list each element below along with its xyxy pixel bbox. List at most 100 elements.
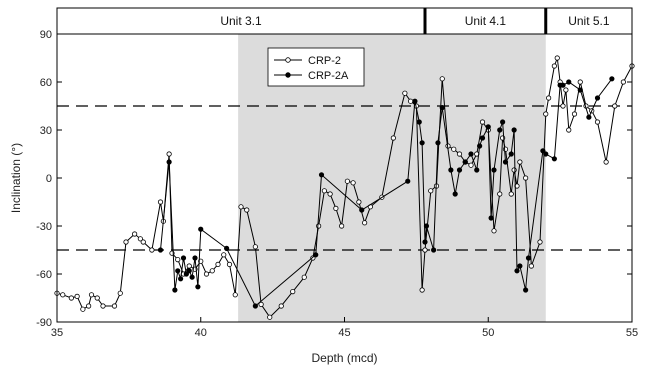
unit-label: Unit 5.1 <box>568 14 610 28</box>
data-point <box>186 263 192 269</box>
data-point <box>497 127 503 133</box>
data-point <box>517 263 523 269</box>
data-point <box>408 98 414 104</box>
data-point <box>74 293 80 299</box>
data-point <box>175 256 181 263</box>
data-point <box>566 127 572 133</box>
data-point <box>267 314 273 320</box>
y-tick-label: -60 <box>36 269 52 281</box>
data-point <box>419 140 425 146</box>
data-point <box>344 178 350 184</box>
unit-bar: Unit 3.1 Unit 4.1 Unit 5.1 <box>56 7 633 35</box>
data-point <box>215 261 221 267</box>
data-point <box>180 255 187 261</box>
data-point <box>594 119 601 125</box>
y-tick-label: 60 <box>40 77 52 89</box>
data-point <box>313 252 319 258</box>
data-point <box>359 207 365 213</box>
data-point <box>428 188 434 194</box>
data-point <box>186 268 192 274</box>
data-point <box>456 167 463 173</box>
x-tick-label: 45 <box>338 327 350 339</box>
legend-box <box>267 47 365 87</box>
series-layer <box>54 55 635 320</box>
data-point <box>356 199 362 205</box>
data-point <box>491 167 497 173</box>
data-point <box>586 114 592 120</box>
data-point <box>508 191 514 197</box>
y-axis-title: Inclination (°) <box>9 143 23 213</box>
data-point <box>172 287 178 293</box>
data-point <box>238 204 244 210</box>
x-tick-label: 40 <box>195 327 207 339</box>
x-axis-title: Depth (mcd) <box>311 351 377 365</box>
x-tick-label: 55 <box>626 327 638 339</box>
data-point <box>339 223 345 229</box>
data-point <box>94 295 100 301</box>
data-point <box>157 247 164 253</box>
data-point <box>88 292 95 298</box>
data-point <box>258 301 264 307</box>
data-point <box>422 247 428 253</box>
data-point <box>86 303 92 309</box>
data-point <box>419 287 425 293</box>
data-point <box>517 159 523 165</box>
data-point <box>192 255 198 261</box>
data-point <box>318 172 325 178</box>
data-point <box>528 263 534 269</box>
data-point <box>479 135 486 141</box>
data-point <box>488 215 494 221</box>
data-point <box>448 167 454 173</box>
data-point <box>546 95 552 101</box>
data-point <box>140 239 146 245</box>
x-tick-label: 50 <box>482 327 494 339</box>
data-point <box>566 79 572 85</box>
y-tick-label: -30 <box>36 221 52 233</box>
series-line-2 <box>160 78 613 307</box>
data-point <box>175 268 181 274</box>
data-point <box>226 261 233 267</box>
y-tick-label: 90 <box>40 29 52 41</box>
data-point <box>189 274 195 280</box>
data-point <box>560 103 566 109</box>
data-point <box>290 288 296 295</box>
data-point <box>439 76 445 82</box>
data-point <box>543 151 549 157</box>
data-point <box>423 223 430 229</box>
data-point <box>166 159 172 165</box>
data-point <box>390 135 396 141</box>
data-point <box>232 292 238 298</box>
data-point <box>500 119 506 125</box>
data-point <box>508 151 514 157</box>
data-point <box>278 303 284 309</box>
data-point <box>100 303 106 309</box>
data-point <box>178 276 184 282</box>
data-point <box>431 247 437 253</box>
data-point <box>511 127 517 133</box>
data-point <box>456 151 463 157</box>
data-point <box>198 226 204 232</box>
data-point <box>132 231 138 237</box>
data-point <box>540 148 546 154</box>
data-point <box>209 268 215 274</box>
data-point <box>224 245 230 251</box>
data-point <box>333 205 339 211</box>
unit-label: Unit 4.1 <box>465 14 507 28</box>
data-point <box>560 82 566 88</box>
data-point <box>468 162 474 168</box>
data-point <box>485 124 491 130</box>
legend-marker <box>285 57 291 63</box>
data-point <box>543 111 549 117</box>
data-point <box>60 292 66 298</box>
y-tick-label: 0 <box>46 173 52 185</box>
data-point <box>514 268 520 274</box>
data-point <box>502 159 509 165</box>
data-point <box>435 140 441 146</box>
data-point <box>462 159 468 165</box>
data-point <box>577 79 583 85</box>
data-point <box>316 223 322 229</box>
legend-marker <box>285 72 291 78</box>
data-point <box>523 175 529 181</box>
data-point <box>563 87 569 93</box>
